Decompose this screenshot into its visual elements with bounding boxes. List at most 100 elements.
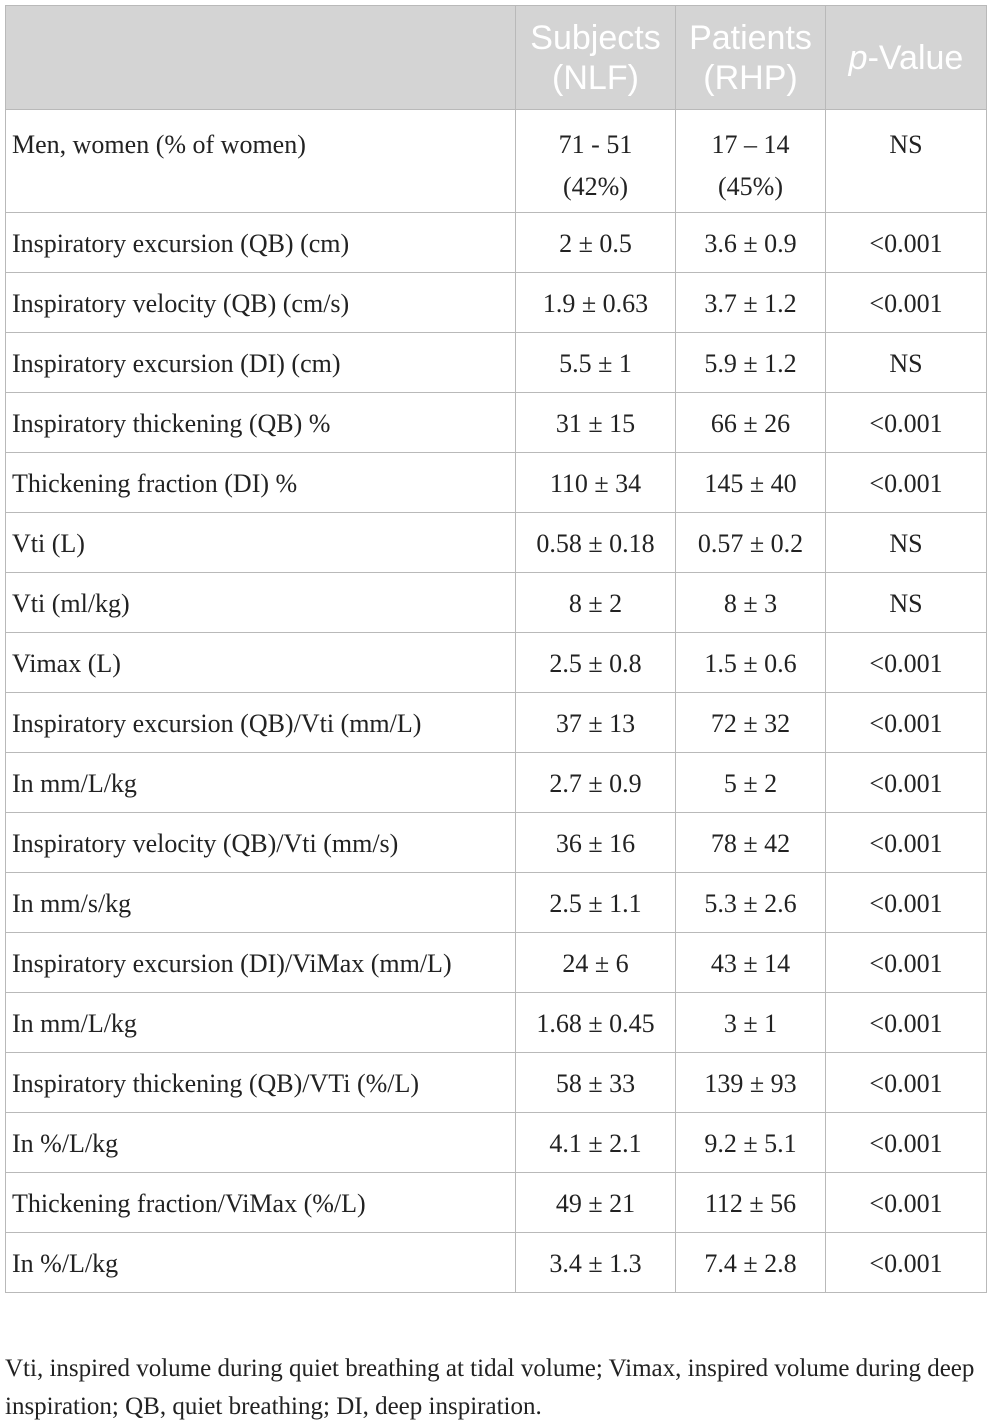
nlf-value: 31 ± 15 <box>515 392 676 453</box>
table-row: In mm/s/kg 2.5 ± 1.1 5.3 ± 2.6 <0.001 <box>5 872 987 933</box>
table-body: Men, women (% of women) 71 - 51 (42%) 17 … <box>5 109 987 1293</box>
nlf-value: 2 ± 0.5 <box>515 212 676 273</box>
row-label: Vti (ml/kg) <box>5 572 516 633</box>
rhp-value: 1.5 ± 0.6 <box>675 632 826 693</box>
rhp-value: 139 ± 93 <box>675 1052 826 1113</box>
rhp-value: 17 – 14 <box>711 130 790 159</box>
header-row: Subjects (NLF) Patients (RHP) p-Value <box>5 5 987 110</box>
row-label: Vimax (L) <box>5 632 516 693</box>
nlf-value-sub: (42%) <box>563 172 628 201</box>
rhp-value: 7.4 ± 2.8 <box>675 1232 826 1293</box>
header-patients-line2: (RHP) <box>703 58 798 97</box>
nlf-value: 3.4 ± 1.3 <box>515 1232 676 1293</box>
nlf-value: 2.5 ± 1.1 <box>515 872 676 933</box>
p-value-cell: <0.001 <box>825 872 987 933</box>
row-label: Inspiratory excursion (QB) (cm) <box>5 212 516 273</box>
row-label: Inspiratory velocity (QB)/Vti (mm/s) <box>5 812 516 873</box>
row-label: Men, women (% of women) <box>5 109 516 213</box>
table-footnote: Vti, inspired volume during quiet breath… <box>5 1355 975 1420</box>
nlf-value: 24 ± 6 <box>515 932 676 993</box>
nlf-value: 2.7 ± 0.9 <box>515 752 676 813</box>
nlf-value: 8 ± 2 <box>515 572 676 633</box>
row-label: Thickening fraction (DI) % <box>5 452 516 513</box>
table-row: Thickening fraction (DI) % 110 ± 34 145 ± … <box>5 452 987 513</box>
rhp-value: 112 ± 56 <box>675 1172 826 1233</box>
row-label: Inspiratory excursion (DI) (cm) <box>5 332 516 393</box>
rhp-value: 78 ± 42 <box>675 812 826 873</box>
header-p-rest: -Value <box>867 38 964 77</box>
rhp-value: 145 ± 40 <box>675 452 826 513</box>
header-p-italic: p <box>848 38 868 77</box>
table-row: Inspiratory excursion (QB) (cm) 2 ± 0.5 3.… <box>5 212 987 273</box>
table-row: Inspiratory velocity (QB)/Vti (mm/s) 36 ±… <box>5 812 987 873</box>
p-value-cell: <0.001 <box>825 1232 987 1293</box>
nlf-value: 37 ± 13 <box>515 692 676 753</box>
rhp-value: 3.6 ± 0.9 <box>675 212 826 273</box>
rhp-value: 72 ± 32 <box>675 692 826 753</box>
p-value-cell: <0.001 <box>825 812 987 873</box>
header-subjects-line2: (NLF) <box>552 58 639 97</box>
nlf-value: 5.5 ± 1 <box>515 332 676 393</box>
row-label: In %/L/kg <box>5 1232 516 1293</box>
table-row: Vti (L) 0.58 ± 0.18 0.57 ± 0.2 NS <box>5 512 987 573</box>
header-patients-rhp: Patients (RHP) <box>675 5 826 110</box>
table-row: Inspiratory thickening (QB) % 31 ± 15 66 ±… <box>5 392 987 453</box>
p-value-cell: NS <box>825 109 987 213</box>
table-row: Thickening fraction/ViMax (%/L) 49 ± 21 11… <box>5 1172 987 1233</box>
table-row: In mm/L/kg 2.7 ± 0.9 5 ± 2 <0.001 <box>5 752 987 813</box>
rhp-value: 8 ± 3 <box>675 572 826 633</box>
nlf-value: 1.9 ± 0.63 <box>515 272 676 333</box>
nlf-value: 58 ± 33 <box>515 1052 676 1113</box>
row-label: Inspiratory thickening (QB) % <box>5 392 516 453</box>
table-row: In %/L/kg 4.1 ± 2.1 9.2 ± 5.1 <0.001 <box>5 1112 987 1173</box>
p-value-cell: NS <box>825 512 987 573</box>
p-value-cell: <0.001 <box>825 1052 987 1113</box>
p-value-cell: NS <box>825 332 987 393</box>
header-patients-line1: Patients <box>689 18 812 57</box>
row-label: Vti (L) <box>5 512 516 573</box>
p-value-cell: <0.001 <box>825 932 987 993</box>
table-row: Inspiratory thickening (QB)/VTi (%/L) 58 … <box>5 1052 987 1113</box>
rhp-value: 5 ± 2 <box>675 752 826 813</box>
row-label: Thickening fraction/ViMax (%/L) <box>5 1172 516 1233</box>
rhp-value: 9.2 ± 5.1 <box>675 1112 826 1173</box>
rhp-cell: 17 – 14 (45%) <box>675 109 826 213</box>
header-subjects-line1: Subjects <box>530 18 661 57</box>
p-value-cell: <0.001 <box>825 272 987 333</box>
table-row: Inspiratory velocity (QB) (cm/s) 1.9 ± 0.… <box>5 272 987 333</box>
row-label: Inspiratory velocity (QB) (cm/s) <box>5 272 516 333</box>
p-value-cell: <0.001 <box>825 392 987 453</box>
p-value-cell: <0.001 <box>825 992 987 1053</box>
row-label: Inspiratory excursion (QB)/Vti (mm/L) <box>5 692 516 753</box>
nlf-value: 4.1 ± 2.1 <box>515 1112 676 1173</box>
nlf-value: 0.58 ± 0.18 <box>515 512 676 573</box>
rhp-value: 66 ± 26 <box>675 392 826 453</box>
table-row: Vimax (L) 2.5 ± 0.8 1.5 ± 0.6 <0.001 <box>5 632 987 693</box>
p-value-cell: <0.001 <box>825 1172 987 1233</box>
nlf-value: 36 ± 16 <box>515 812 676 873</box>
rhp-value: 0.57 ± 0.2 <box>675 512 826 573</box>
data-table: Subjects (NLF) Patients (RHP) p-Value Me… <box>5 5 987 1293</box>
p-value-cell: NS <box>825 572 987 633</box>
p-value-cell: <0.001 <box>825 1112 987 1173</box>
rhp-value: 3 ± 1 <box>675 992 826 1053</box>
p-value-cell: <0.001 <box>825 212 987 273</box>
rhp-value: 5.3 ± 2.6 <box>675 872 826 933</box>
nlf-value: 2.5 ± 0.8 <box>515 632 676 693</box>
row-label: In mm/L/kg <box>5 992 516 1053</box>
row-label: Inspiratory thickening (QB)/VTi (%/L) <box>5 1052 516 1113</box>
p-value-cell: <0.001 <box>825 632 987 693</box>
table-row: Inspiratory excursion (QB)/Vti (mm/L) 37 … <box>5 692 987 753</box>
nlf-value: 71 - 51 <box>558 130 633 159</box>
table-row: Inspiratory excursion (DI) (cm) 5.5 ± 1 5.… <box>5 332 987 393</box>
row-label: Inspiratory excursion (DI)/ViMax (mm/L) <box>5 932 516 993</box>
header-subjects-nlf: Subjects (NLF) <box>515 5 676 110</box>
table-row: In mm/L/kg 1.68 ± 0.45 3 ± 1 <0.001 <box>5 992 987 1053</box>
nlf-value: 1.68 ± 0.45 <box>515 992 676 1053</box>
row-label: In mm/L/kg <box>5 752 516 813</box>
row-label: In mm/s/kg <box>5 872 516 933</box>
p-value-cell: <0.001 <box>825 452 987 513</box>
table-header: Subjects (NLF) Patients (RHP) p-Value <box>5 5 987 110</box>
nlf-value: 49 ± 21 <box>515 1172 676 1233</box>
